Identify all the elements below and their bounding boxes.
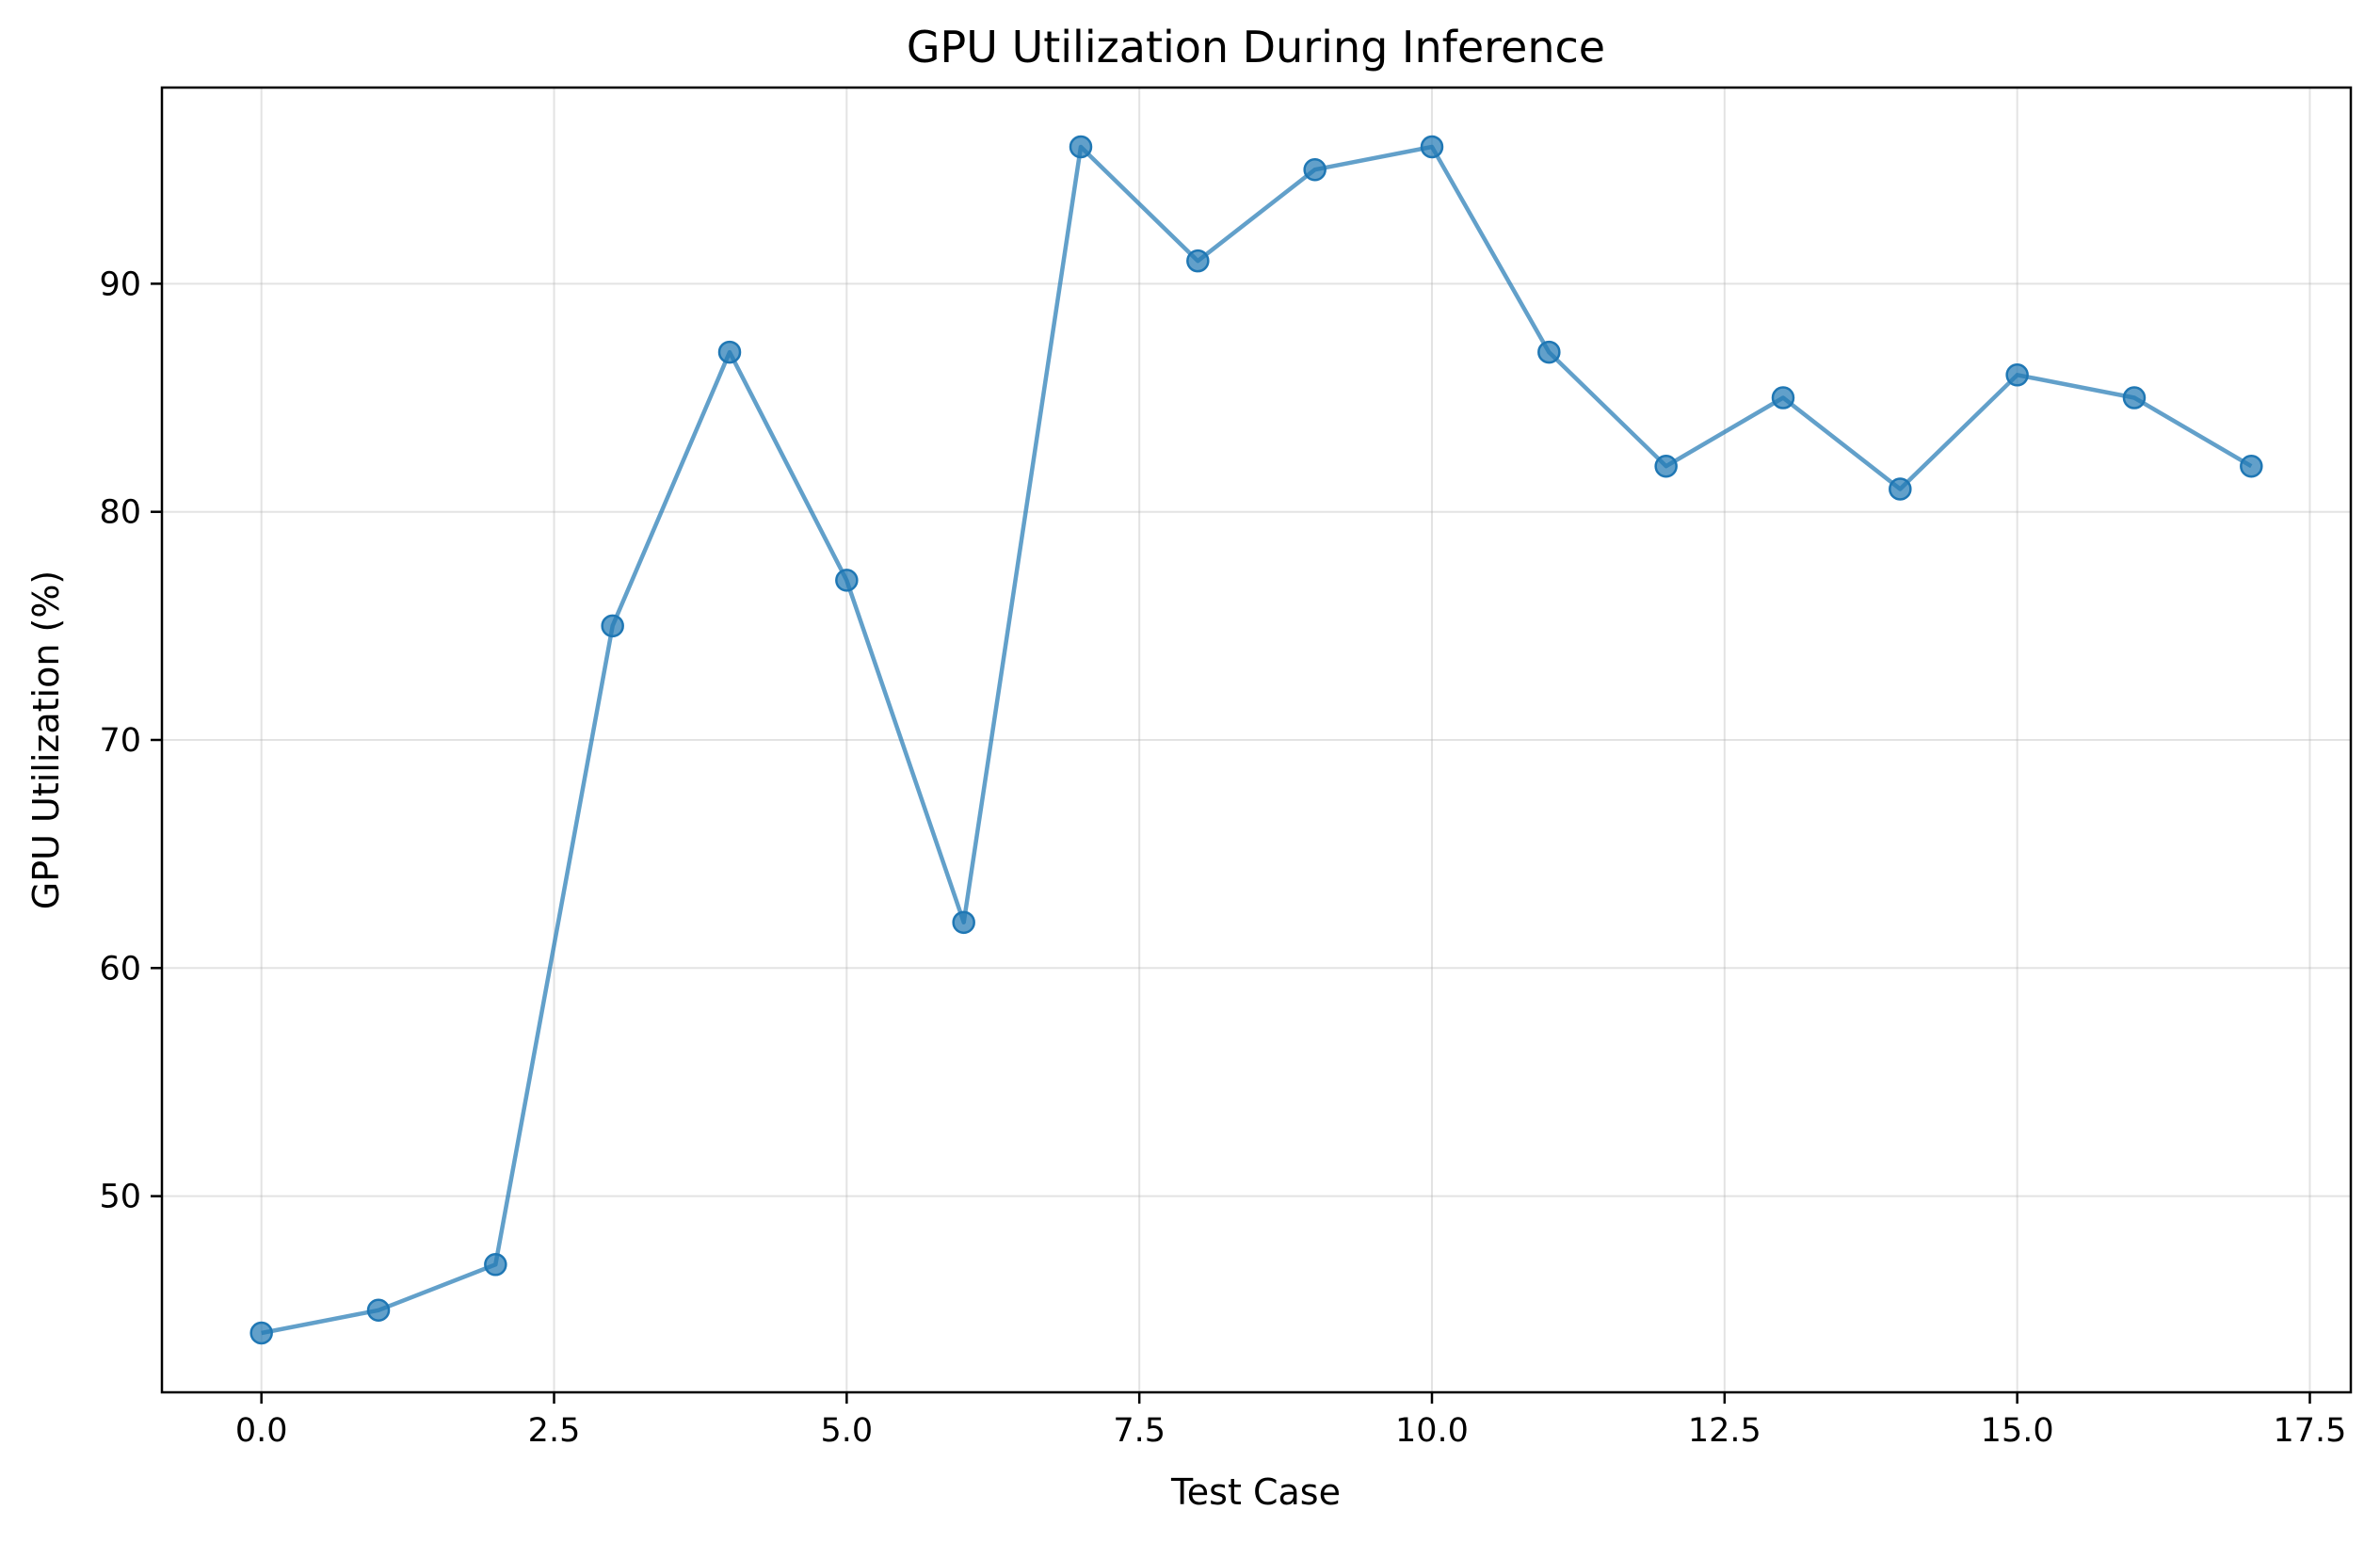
data-point xyxy=(1654,454,1678,478)
data-point xyxy=(249,1321,273,1345)
data-point xyxy=(2240,454,2263,478)
x-tick-label: 15.0 xyxy=(1981,1412,2054,1450)
data-point xyxy=(2005,363,2029,387)
data-point xyxy=(1771,386,1795,410)
y-tick-label: 80 xyxy=(99,494,141,532)
data-point xyxy=(952,910,975,935)
data-point xyxy=(1889,477,1912,501)
data-point xyxy=(835,569,859,592)
chart-title: GPU Utilization During Inference xyxy=(907,22,1605,72)
data-point xyxy=(1537,340,1561,364)
series-line xyxy=(261,144,2253,1336)
data-point xyxy=(1186,249,1210,273)
data-point xyxy=(1303,157,1327,182)
grid xyxy=(162,88,2351,1392)
y-tick-label: 70 xyxy=(99,722,141,760)
data-point xyxy=(601,614,624,638)
y-tick-label: 60 xyxy=(99,950,141,988)
y-axis-ticks: 50 60 70 80 90 xyxy=(99,265,162,1216)
y-tick-label: 90 xyxy=(99,265,141,303)
data-point xyxy=(1420,135,1444,159)
data-point xyxy=(484,1253,507,1277)
data-point xyxy=(717,340,742,364)
x-tick-label: 0.0 xyxy=(235,1412,288,1450)
x-tick-label: 12.5 xyxy=(1688,1412,1761,1450)
x-tick-label: 17.5 xyxy=(2274,1412,2347,1450)
series-0 xyxy=(249,135,2263,1345)
data-point xyxy=(2122,386,2147,410)
y-axis-label: GPU Utilization (%) xyxy=(25,570,67,910)
x-tick-label: 7.5 xyxy=(1113,1412,1166,1450)
x-tick-label: 5.0 xyxy=(821,1412,874,1450)
data-point xyxy=(366,1298,391,1323)
x-tick-label: 10.0 xyxy=(1395,1412,1469,1450)
data-point xyxy=(1069,135,1093,159)
x-tick-label: 2.5 xyxy=(528,1412,581,1450)
series-layer xyxy=(249,135,2263,1345)
x-axis-label: Test Case xyxy=(1170,1471,1341,1513)
x-axis-ticks: 0.0 2.5 5.0 7.5 10.0 12.5 15.0 17.5 xyxy=(235,1392,2347,1450)
y-tick-label: 50 xyxy=(99,1179,141,1216)
